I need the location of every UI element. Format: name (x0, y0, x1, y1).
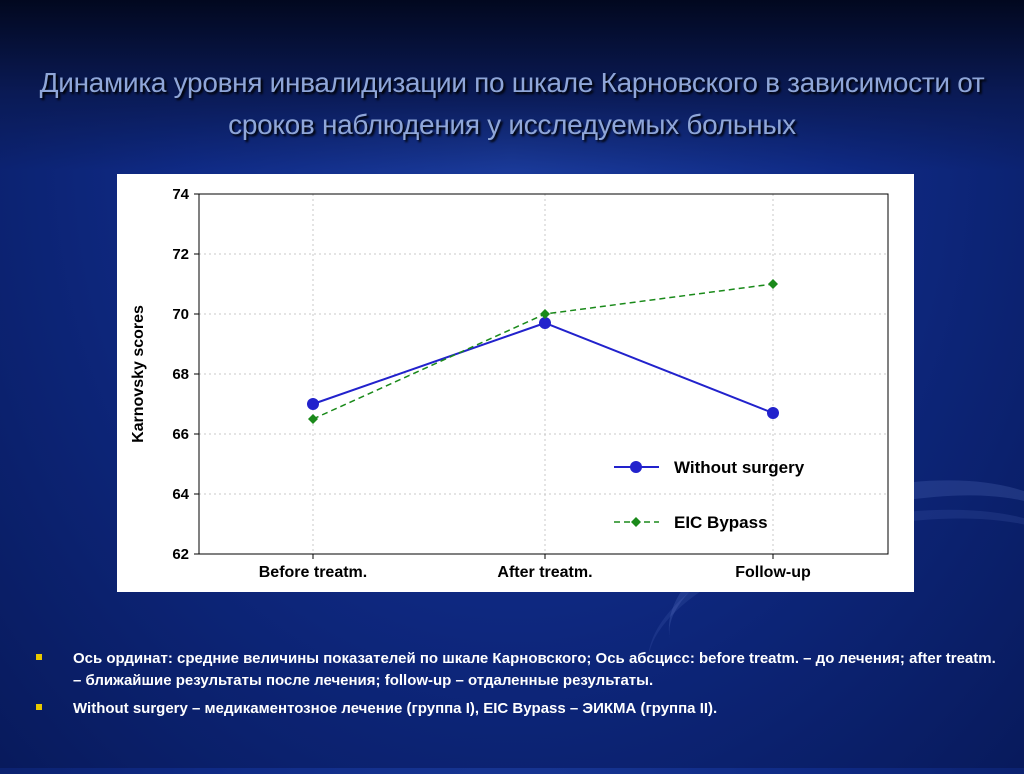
top-dark-band (0, 0, 1024, 170)
y-tick-label: 74 (172, 186, 189, 203)
y-tick-label: 64 (172, 486, 189, 503)
data-point-eic-bypass (308, 414, 318, 424)
series-line-eic-bypass (312, 283, 774, 420)
x-tick-label: After treatm. (497, 564, 592, 581)
note-groups-text: Without surgery – медикаментозное лечени… (73, 700, 718, 717)
note-axes: Ось ординат: средние величины показателе… (36, 648, 996, 692)
notes-list: Ось ординат: средние величины показателе… (36, 648, 996, 726)
slide-title: Динамика уровня инвалидизации по шкале К… (30, 62, 994, 146)
legend-marker-without-surgery (630, 461, 642, 473)
y-axis-label: Karnovsky scores (130, 305, 147, 443)
y-tick-label: 66 (172, 426, 189, 443)
bullet-square-icon (36, 654, 42, 660)
legend-label-without-surgery: Without surgery (674, 458, 805, 477)
chart-panel: 62 64 66 68 70 72 74 Before treatm. After treatm… (117, 174, 914, 592)
x-tick-label: Follow-up (735, 564, 811, 581)
data-point-without-surgery (307, 398, 319, 410)
y-tick-label: 70 (172, 306, 189, 323)
data-point-eic-bypass (540, 309, 550, 319)
note-groups: Without surgery – медикаментозное лечени… (36, 698, 996, 720)
series-line-without-surgery (312, 321, 774, 414)
note-axes-text: Ось ординат: средние величины показателе… (73, 650, 996, 689)
y-tick-label: 68 (172, 366, 189, 383)
legend-marker-eic-bypass (631, 517, 641, 527)
y-tick-label: 62 (172, 546, 189, 563)
slide-title-line-2: сроков наблюдения у исследуемых больных (228, 109, 796, 140)
slide-title-line-1: Динамика уровня инвалидизации по шкале К… (39, 67, 985, 98)
data-point-eic-bypass (768, 279, 778, 289)
y-tick-label: 72 (172, 246, 189, 263)
karnovsky-line-chart: 62 64 66 68 70 72 74 Before treatm. After treatm… (130, 186, 889, 581)
legend-label-eic-bypass: EIC Bypass (674, 513, 768, 532)
x-tick-label: Before treatm. (259, 564, 367, 581)
data-point-without-surgery (539, 317, 551, 329)
bullet-square-icon (36, 704, 42, 710)
data-point-without-surgery (767, 407, 779, 419)
